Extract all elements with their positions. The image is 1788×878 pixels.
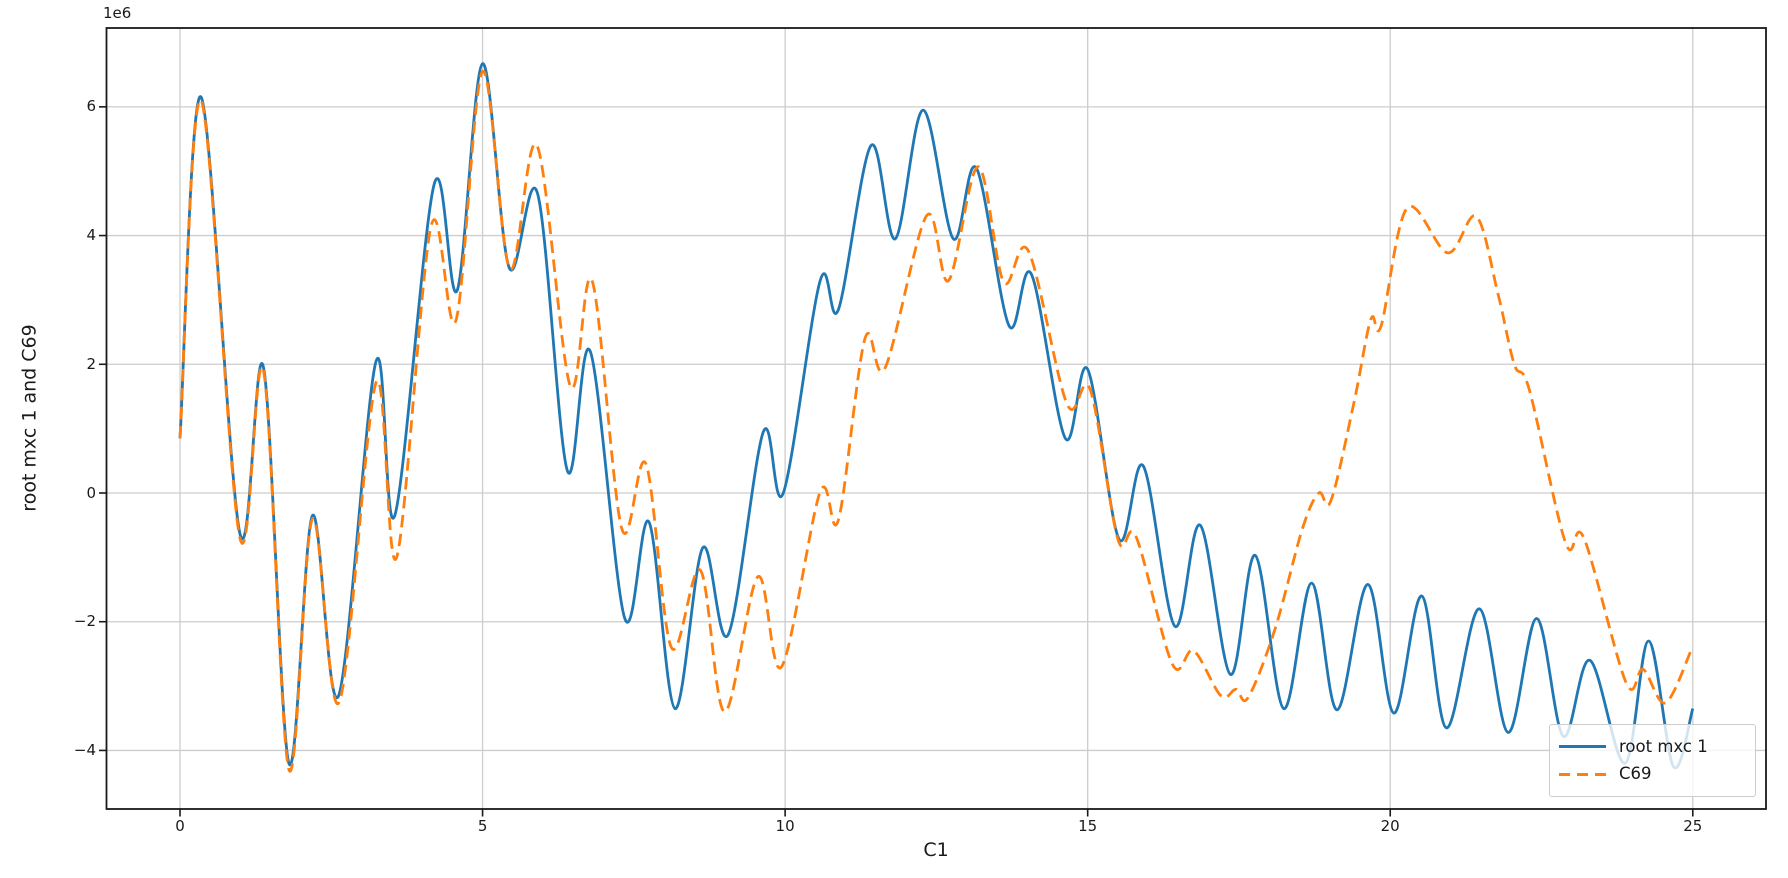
legend-entry-root-mxc-1: root mxc 1 — [1559, 736, 1747, 756]
x-tick-label: 5 — [477, 817, 488, 835]
y-tick-label: 4 — [86, 226, 96, 245]
y-tick-label: −4 — [73, 740, 96, 759]
x-tick-label: 0 — [175, 817, 185, 835]
y-tick-label: 6 — [86, 97, 96, 116]
y-tick-label: 2 — [86, 354, 96, 373]
legend-label: C69 — [1619, 763, 1652, 783]
y-axis-label: root mxc 1 and C69 — [18, 324, 41, 512]
x-axis-label: C1 — [923, 839, 949, 861]
axes-spines — [105, 27, 1767, 810]
series-path-c69 — [178, 69, 1695, 773]
legend: root mxc 1 C69 — [1549, 724, 1756, 797]
legend-entry-c69: C69 — [1559, 763, 1747, 783]
x-tick-label: 25 — [1683, 817, 1703, 835]
series-path-root-mxc-1 — [178, 62, 1695, 770]
x-tick-label: 20 — [1380, 817, 1400, 835]
legend-line-sample-solid — [1559, 745, 1606, 749]
y-tick-label: −2 — [73, 612, 96, 631]
x-tick-label: 10 — [775, 817, 795, 835]
legend-line-sample-dashed — [1559, 772, 1606, 776]
y-tick-label: 0 — [86, 483, 96, 502]
legend-label: root mxc 1 — [1619, 736, 1708, 756]
y-axis-offset-text: 1e6 — [103, 4, 132, 22]
x-tick-label: 15 — [1078, 817, 1098, 835]
